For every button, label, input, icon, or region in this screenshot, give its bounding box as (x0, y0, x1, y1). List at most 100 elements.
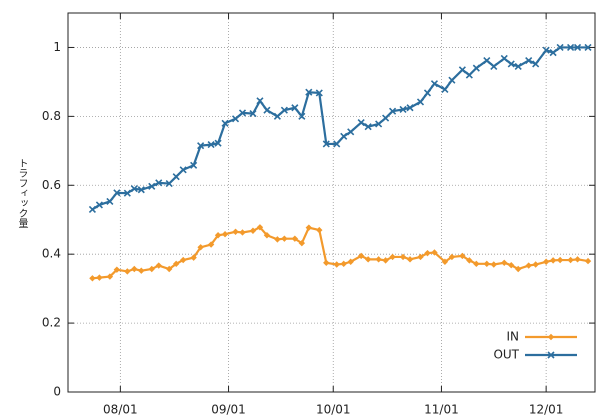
point (131, 265, 138, 273)
point (423, 89, 432, 97)
y-tick-label: 0.6 (42, 178, 61, 192)
point (430, 80, 439, 88)
point (322, 140, 330, 148)
point (249, 110, 257, 118)
point (166, 265, 173, 273)
point (197, 142, 205, 150)
point (190, 254, 197, 261)
point (113, 266, 121, 273)
point (525, 262, 532, 269)
point (340, 132, 348, 140)
point (106, 197, 114, 206)
point (124, 268, 131, 275)
x-tick-label: 12/01 (529, 403, 564, 417)
point (274, 236, 281, 243)
point (424, 249, 431, 257)
point (172, 173, 180, 181)
point (207, 241, 215, 248)
point (148, 265, 155, 273)
point (584, 257, 592, 265)
point (549, 49, 557, 57)
point (165, 179, 173, 188)
point (113, 189, 121, 197)
point (256, 97, 264, 105)
point (483, 260, 491, 268)
point (197, 244, 204, 251)
point (291, 104, 299, 112)
point (556, 256, 564, 264)
point (508, 261, 515, 269)
point (315, 89, 323, 97)
point (88, 205, 96, 213)
point (473, 260, 480, 268)
point (89, 275, 96, 282)
point (501, 259, 508, 267)
point (364, 123, 372, 131)
point (567, 256, 574, 264)
point (500, 54, 508, 63)
point (514, 62, 522, 70)
point (280, 106, 288, 114)
point (214, 232, 222, 239)
point (238, 109, 247, 117)
y-tick-label: 0.8 (42, 109, 61, 123)
point (416, 98, 425, 106)
point (483, 56, 491, 65)
point (123, 189, 131, 197)
point (573, 43, 582, 52)
point (298, 239, 306, 247)
point (106, 273, 114, 280)
x-tick-label: 09/01 (211, 403, 246, 417)
x-tick-label: 11/01 (424, 403, 459, 417)
point (406, 104, 414, 112)
y-tick-label: 1 (53, 40, 61, 54)
x-tick-label: 08/01 (103, 403, 138, 417)
point (207, 141, 215, 149)
point (155, 179, 163, 187)
point (333, 261, 340, 268)
point (364, 256, 372, 263)
point (584, 43, 592, 52)
point (472, 64, 480, 72)
legend-label: OUT (493, 348, 519, 362)
point (525, 56, 533, 65)
point (249, 227, 257, 234)
point (232, 228, 239, 235)
point (305, 88, 313, 96)
point (532, 60, 540, 68)
point (382, 257, 389, 264)
point (357, 252, 365, 260)
point (547, 351, 555, 359)
point (155, 262, 162, 269)
point (273, 112, 281, 120)
point (382, 114, 390, 122)
point (347, 128, 355, 136)
point (179, 256, 187, 264)
point (459, 252, 466, 260)
point (221, 230, 229, 238)
point (323, 259, 330, 267)
point (340, 260, 347, 268)
point (263, 232, 271, 239)
x-tick-label: 10/01 (316, 403, 351, 417)
point (507, 60, 515, 68)
point (190, 161, 198, 169)
y-tick-label: 0 (53, 385, 61, 399)
point (239, 229, 246, 236)
point (567, 43, 575, 52)
point (399, 253, 407, 261)
point (137, 186, 145, 194)
y-tick-label: 0.2 (42, 316, 61, 330)
legend-label: IN (506, 330, 519, 344)
point (389, 253, 396, 261)
point (179, 166, 187, 174)
point (138, 267, 145, 274)
point (490, 261, 497, 268)
point (441, 85, 449, 94)
point (375, 256, 382, 263)
point (333, 140, 341, 148)
point (417, 253, 424, 261)
y-axis-label: トラフィック量 (16, 158, 28, 228)
point (291, 235, 299, 242)
point (130, 185, 138, 193)
